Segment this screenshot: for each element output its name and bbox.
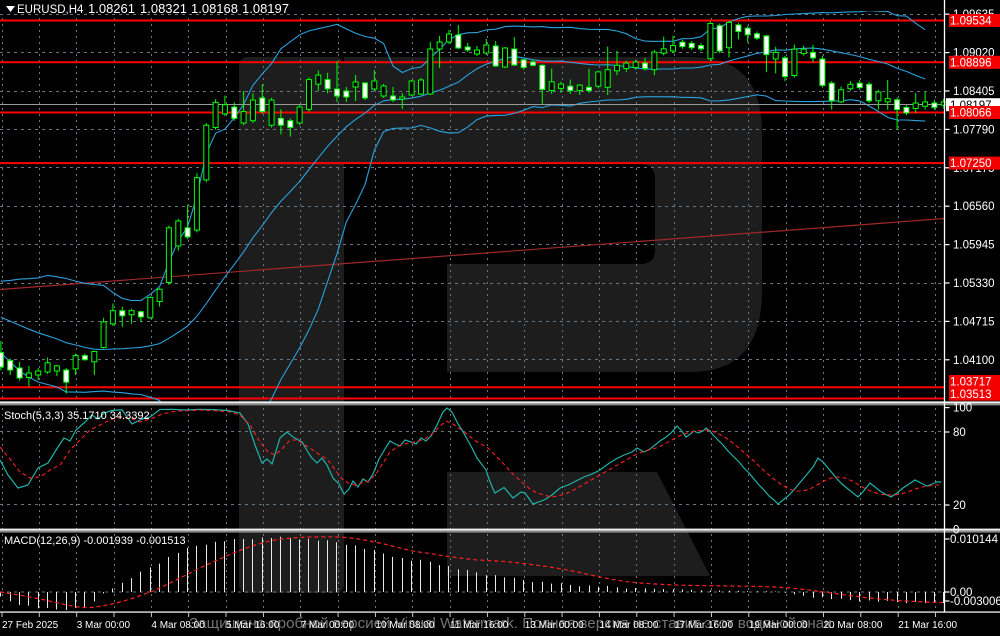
svg-text:21 Mar 16:00: 21 Mar 16:00 (898, 620, 957, 631)
svg-text:0: 0 (953, 524, 959, 536)
svg-text:7 Mar 00:00: 7 Mar 00:00 (301, 620, 355, 631)
svg-text:1.04100: 1.04100 (953, 355, 995, 367)
svg-text:14 Mar 08:00: 14 Mar 08:00 (599, 620, 658, 631)
svg-text:20: 20 (953, 500, 966, 512)
svg-text:1.04715: 1.04715 (953, 316, 995, 328)
svg-text:1.08168: 1.08168 (191, 1, 238, 16)
svg-text:Stoch(5,3,3) 35.1710 34.3392: Stoch(5,3,3) 35.1710 34.3392 (4, 410, 150, 422)
svg-text:Защищено пробной версией Visua: Защищено пробной версией Visual Watermar… (189, 615, 835, 632)
svg-text:100: 100 (953, 403, 972, 415)
svg-text:1.06560: 1.06560 (953, 201, 995, 213)
svg-text:0.00: 0.00 (950, 587, 972, 599)
svg-text:1.03513: 1.03513 (950, 389, 992, 401)
svg-text:80: 80 (953, 427, 966, 439)
svg-text:1.08066: 1.08066 (950, 108, 992, 120)
svg-text:11 Mar 16:00: 11 Mar 16:00 (450, 620, 509, 631)
svg-text:1.08321: 1.08321 (140, 1, 187, 16)
svg-text:-0.003006: -0.003006 (950, 596, 1000, 608)
svg-text:10 Mar 08:00: 10 Mar 08:00 (375, 620, 434, 631)
svg-text:5 Mar 16:00: 5 Mar 16:00 (226, 620, 280, 631)
svg-text:0.010144: 0.010144 (950, 534, 999, 546)
svg-text:27 Feb 2025: 27 Feb 2025 (2, 620, 59, 631)
svg-text:17 Mar 16:00: 17 Mar 16:00 (674, 620, 733, 631)
svg-text:1.07250: 1.07250 (950, 158, 992, 170)
svg-text:19 Mar 00:00: 19 Mar 00:00 (749, 620, 808, 631)
svg-text:1.03717: 1.03717 (950, 377, 992, 389)
svg-text:1.08896: 1.08896 (950, 57, 992, 69)
svg-text:1.08261: 1.08261 (88, 1, 135, 16)
svg-text:20 Mar 08:00: 20 Mar 08:00 (824, 620, 883, 631)
svg-text:1.05945: 1.05945 (953, 240, 995, 252)
svg-text:3 Mar 00:00: 3 Mar 00:00 (77, 620, 131, 631)
svg-text:4 Mar 08:00: 4 Mar 08:00 (151, 620, 205, 631)
svg-text:1.05330: 1.05330 (953, 278, 995, 290)
svg-text:MACD(12,26,9) -0.001939 -0.001: MACD(12,26,9) -0.001939 -0.001513 (4, 535, 186, 547)
svg-text:1.08405: 1.08405 (953, 86, 995, 98)
svg-text:1.07790: 1.07790 (953, 124, 995, 136)
svg-text:13 Mar 00:00: 13 Mar 00:00 (525, 620, 584, 631)
svg-text:EURUSD,H4: EURUSD,H4 (17, 4, 84, 16)
svg-text:1.08197: 1.08197 (242, 1, 289, 16)
svg-text:1.09534: 1.09534 (950, 16, 992, 28)
